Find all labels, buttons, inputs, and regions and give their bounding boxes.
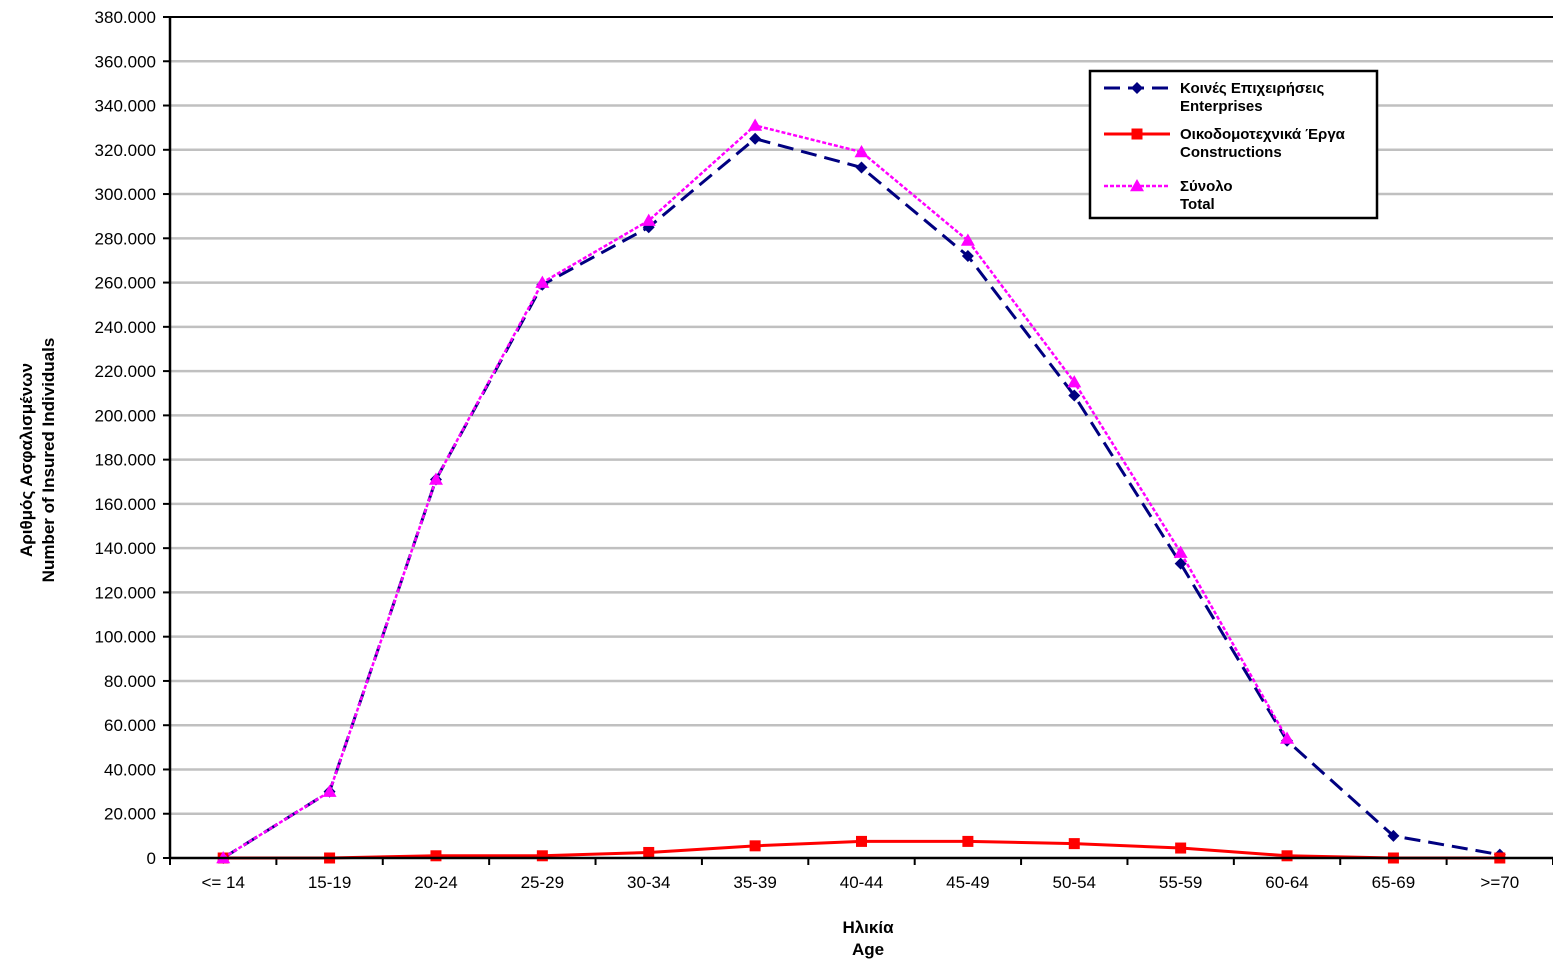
data-point-triangle: [1280, 731, 1295, 744]
y-tick-label: 340.000: [95, 97, 156, 116]
legend-label-line2: Total: [1180, 196, 1215, 213]
x-axis-ticks: <= 14 15-19 20-24 25-29 30-34 35-39 40-44 45-49…: [169, 858, 1553, 892]
data-point-square: [749, 840, 761, 852]
data-point-triangle: [748, 118, 763, 131]
y-tick-label: 140.000: [95, 539, 156, 558]
data-point-triangle: [322, 784, 337, 797]
series-2: [217, 835, 1506, 864]
series-line: [222, 124, 1289, 860]
data-point-diamond: [1068, 389, 1081, 402]
y-tick-label: 40.000: [104, 760, 156, 779]
y-axis-ticks: 0 20.000 40.000 60.000 80.000 100.000 120.000 1…: [95, 8, 170, 868]
y-tick-label: 120.000: [95, 583, 156, 602]
data-point-square: [1175, 842, 1187, 854]
data-point-diamond: [961, 250, 974, 263]
y-axis-title-line1: Αριθμός Ασφαλισμένων: [17, 363, 36, 557]
y-tick-label: 300.000: [95, 185, 156, 204]
gridlines: [170, 60, 1553, 815]
series-group: [216, 118, 1506, 864]
x-tick-label: 30-34: [627, 873, 670, 892]
x-tick-label: 50-54: [1053, 873, 1096, 892]
data-point-triangle: [1173, 545, 1188, 558]
series-line: [222, 137, 1501, 860]
legend-label-line2: Constructions: [1180, 144, 1282, 161]
x-tick-label: 60-64: [1265, 873, 1308, 892]
x-tick-label: 45-49: [946, 873, 989, 892]
legend-label-line1: Σύνολο: [1180, 178, 1233, 195]
x-axis-title-line2: Age: [852, 940, 884, 959]
x-tick-label: 35-39: [733, 873, 776, 892]
y-tick-label: 240.000: [95, 318, 156, 337]
y-tick-label: 260.000: [95, 274, 156, 293]
data-point-square: [536, 850, 548, 862]
x-tick-label: 25-29: [521, 873, 564, 892]
y-tick-label: 160.000: [95, 495, 156, 514]
x-axis-title: Ηλικία Age: [842, 918, 894, 959]
y-tick-label: 280.000: [95, 229, 156, 248]
legend-label-line2: Enterprises: [1180, 98, 1263, 115]
y-tick-label: 0: [147, 849, 156, 868]
data-point-triangle: [854, 145, 869, 158]
data-point-square: [856, 835, 867, 847]
x-tick-label: 15-19: [308, 873, 351, 892]
data-point-diamond: [1131, 82, 1143, 94]
x-tick-label: <= 14: [201, 873, 245, 892]
y-axis-title-line2: Number of Insured Individuals: [39, 338, 58, 583]
data-point-square: [1131, 128, 1143, 140]
data-point-square: [1281, 850, 1293, 862]
data-point-square: [430, 850, 442, 862]
y-tick-label: 380.000: [95, 8, 156, 27]
data-point-triangle: [428, 472, 443, 485]
data-point-triangle: [1067, 375, 1082, 388]
series-1: [217, 132, 1506, 864]
data-point-triangle: [1130, 179, 1144, 192]
series-3: [216, 118, 1295, 864]
data-point-triangle: [641, 213, 656, 226]
x-tick-label: 55-59: [1159, 873, 1202, 892]
legend-box: [1088, 69, 1379, 220]
x-tick-label: 65-69: [1372, 873, 1415, 892]
y-tick-label: 180.000: [95, 451, 156, 470]
legend-label-line1: Κοινές Επιχειρήσεις: [1180, 80, 1324, 97]
data-point-triangle: [960, 233, 975, 246]
data-point-diamond: [1387, 829, 1400, 842]
y-tick-label: 60.000: [104, 716, 156, 735]
data-point-square: [643, 846, 655, 858]
data-point-diamond: [749, 132, 762, 145]
data-point-square: [962, 835, 974, 847]
y-tick-label: 200.000: [95, 406, 156, 425]
x-tick-label: 20-24: [414, 873, 457, 892]
y-tick-label: 220.000: [95, 362, 156, 381]
y-tick-label: 20.000: [104, 805, 156, 824]
x-tick-label: >=70: [1480, 873, 1519, 892]
data-point-diamond: [855, 161, 868, 174]
x-axis-title-line1: Ηλικία: [842, 918, 894, 937]
y-axis-title: Αριθμός Ασφαλισμένων Number of Insured I…: [17, 338, 58, 583]
y-tick-label: 360.000: [95, 52, 156, 71]
data-point-triangle: [535, 275, 550, 288]
y-tick-label: 100.000: [95, 628, 156, 647]
y-tick-label: 80.000: [104, 672, 156, 691]
x-tick-label: 40-44: [840, 873, 883, 892]
legend-label-line1: Οικοδομοτεχνικά Έργα: [1180, 126, 1346, 143]
y-tick-label: 320.000: [95, 141, 156, 160]
data-point-diamond: [1174, 557, 1187, 570]
data-point-square: [1068, 838, 1080, 850]
